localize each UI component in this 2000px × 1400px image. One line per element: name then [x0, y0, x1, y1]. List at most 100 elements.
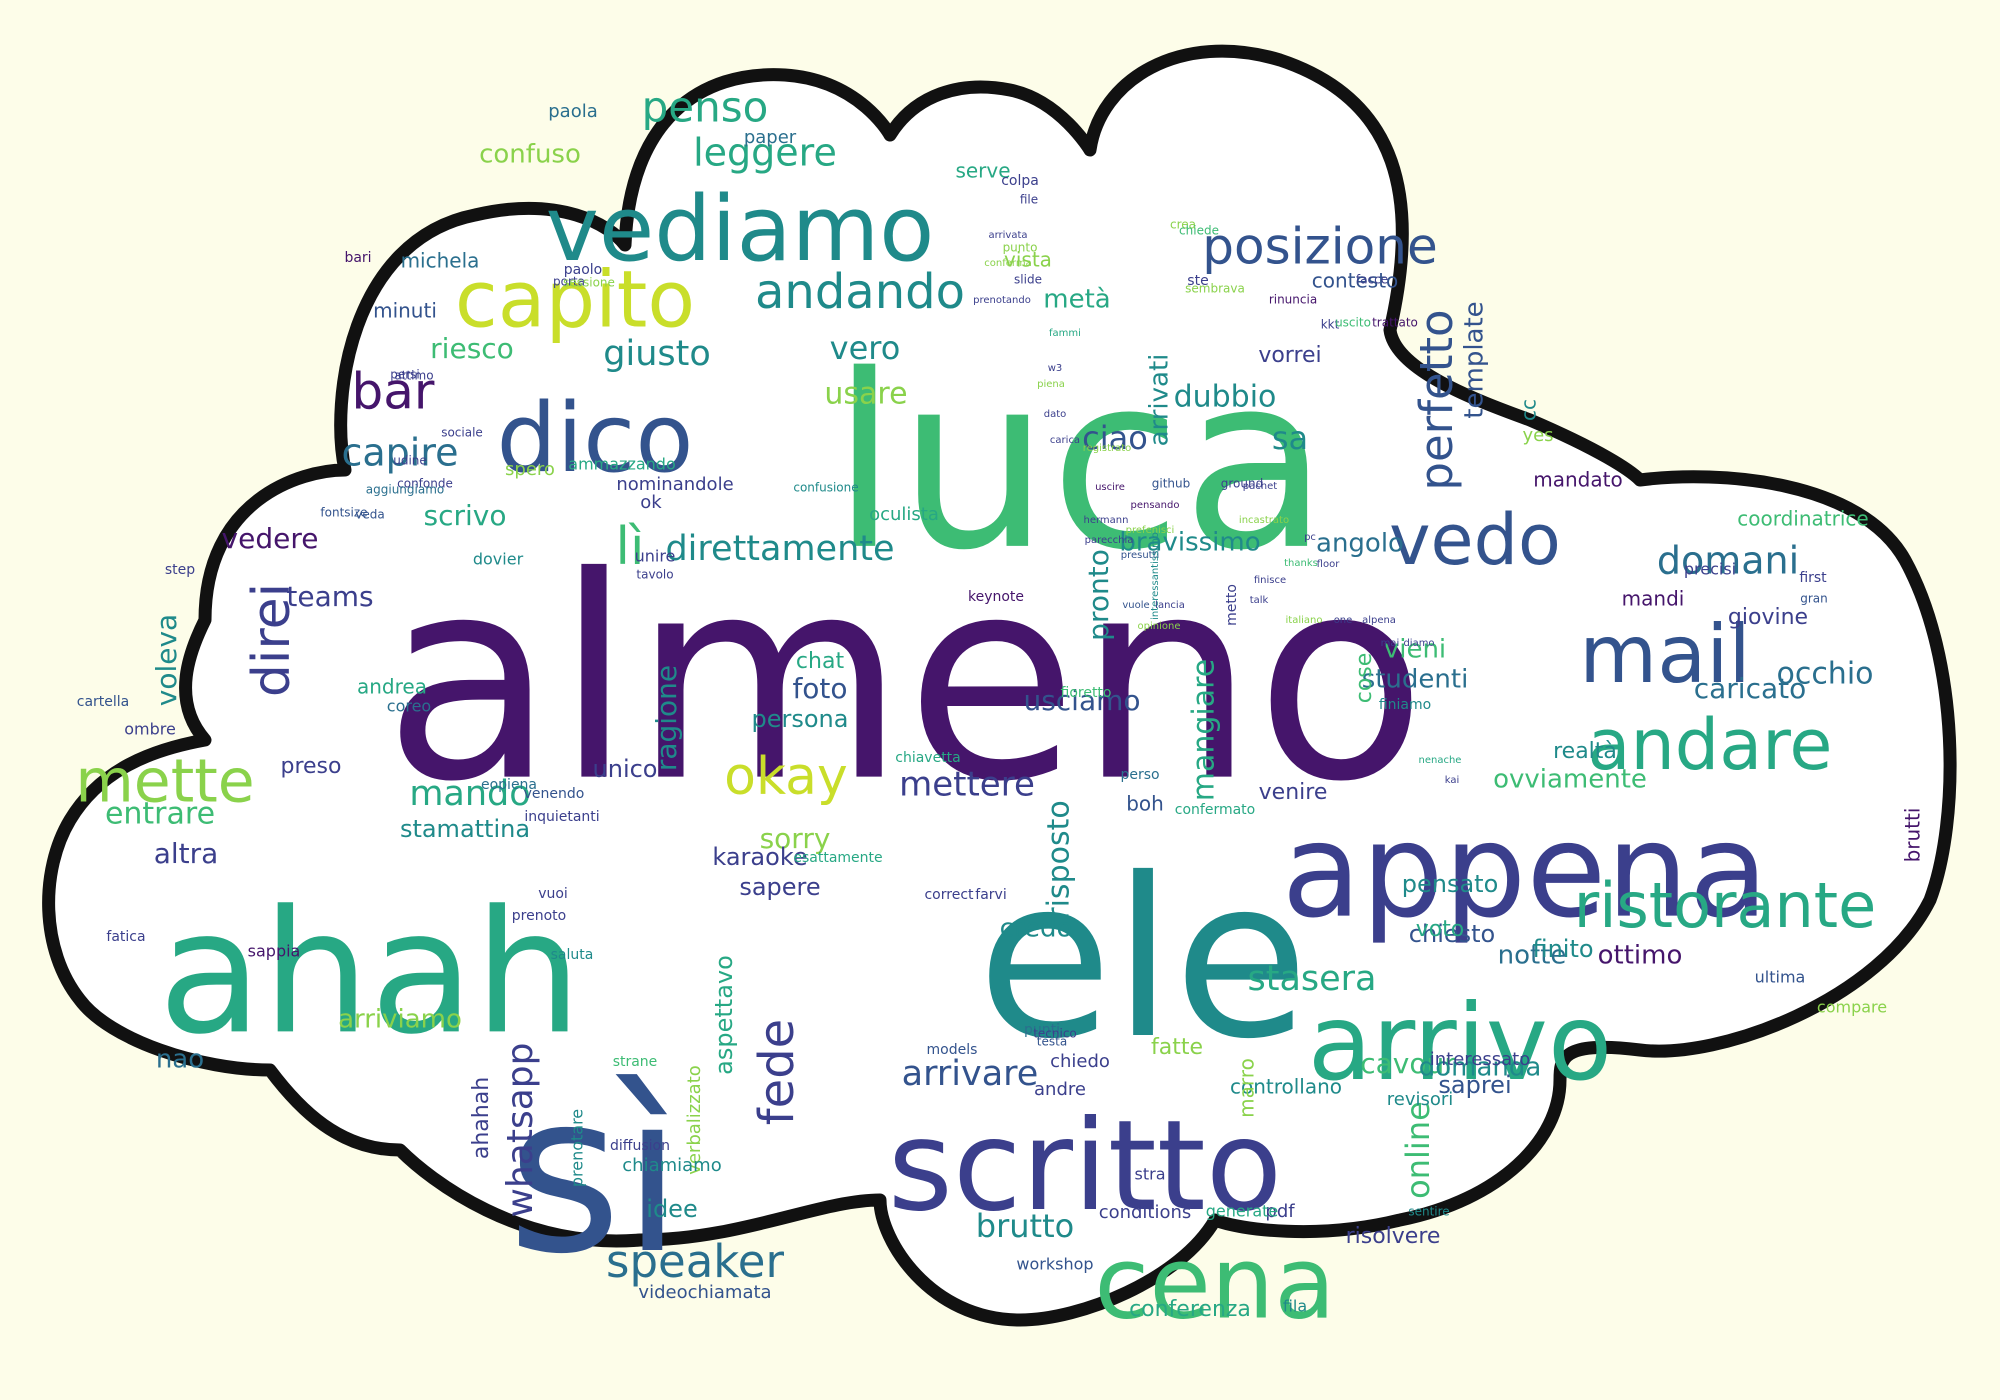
word-arriviamo: arriviamo	[338, 1005, 462, 1035]
word-andando: andando	[755, 264, 965, 320]
word-paper: paper	[744, 127, 797, 148]
word-first: first	[1799, 570, 1827, 586]
word-chiedo: chiedo	[1050, 1051, 1110, 1072]
word-kkt: kkt	[1321, 318, 1340, 332]
word-boh: boh	[1126, 792, 1164, 816]
word-scritto: scritto	[888, 1094, 1282, 1239]
word-slide: slide	[1014, 273, 1042, 287]
word-registrato: registrato	[1083, 443, 1132, 454]
word-diffusion: diffusion	[610, 1138, 670, 1154]
word-chat: chat	[796, 649, 845, 674]
word-yes: yes	[1522, 425, 1553, 446]
word-carica: carica	[1050, 435, 1080, 446]
word-precisi: precisi	[1684, 560, 1736, 579]
word-conditions: conditions	[1099, 1202, 1192, 1223]
word-unico: unico	[593, 755, 658, 783]
word-prenoto: prenoto	[512, 908, 566, 924]
word-online: online	[1399, 1101, 1437, 1199]
word-dubbio: dubbio	[1174, 380, 1277, 415]
word-vedo: vedo	[1389, 499, 1561, 581]
word-fatica: fatica	[106, 929, 145, 945]
word-sembrava: sembrava	[1185, 282, 1245, 296]
word-vedere: vedere	[222, 522, 319, 555]
word-nominandole: nominandole	[616, 474, 733, 495]
word-cc: cc	[1517, 399, 1541, 421]
word-sociale: sociale	[441, 426, 483, 440]
word-punto: punto	[1003, 241, 1038, 255]
word-fede: fede	[749, 1019, 805, 1125]
word-nenache: nenache	[1419, 755, 1462, 766]
word-studenti: studenti	[1362, 665, 1469, 695]
word-chiesto: chiesto	[1409, 920, 1495, 948]
word-ovviamente: ovviamente	[1493, 765, 1647, 795]
word-pc: pc	[1304, 532, 1316, 543]
word-ele: ele	[977, 831, 1309, 1087]
word-rinuncia: rinuncia	[1269, 293, 1317, 307]
word-leggere: leggere	[693, 131, 837, 175]
word-hermann: hermann	[1084, 515, 1129, 526]
word-chiavetta: chiavetta	[895, 750, 961, 766]
word-alpena: alpena	[1362, 615, 1396, 626]
word-strane: strane	[613, 1054, 658, 1070]
word-marro: marro	[1235, 1058, 1259, 1118]
word-teams: teams	[286, 580, 373, 613]
word-brutto: brutto	[976, 1207, 1074, 1245]
word-angolo: angolo	[1316, 529, 1404, 559]
word-parecchia: parecchia	[1085, 535, 1134, 546]
word-pronto: pronto	[1082, 549, 1115, 641]
word-sentire: sentire	[1408, 1205, 1449, 1219]
word-template: template	[1460, 301, 1490, 418]
word-mangiare: mangiare	[1187, 659, 1222, 802]
word-workshop: workshop	[1016, 1255, 1093, 1274]
word-sa: sa	[1272, 419, 1308, 457]
word-oculista: oculista	[869, 504, 939, 525]
word-venendo: venendo	[524, 786, 585, 802]
word-almeno: almeno	[383, 518, 1426, 844]
word-coreo: coreo	[387, 697, 431, 716]
word-notte: notte	[1498, 941, 1567, 971]
word-cartella: cartella	[77, 694, 130, 710]
word-correct: correct	[924, 887, 974, 903]
word-esattamente: esattamente	[793, 850, 882, 866]
word-gran: gran	[1800, 592, 1828, 606]
word-stra: stra	[1135, 1165, 1166, 1184]
word-conferenza: conferenza	[1129, 1297, 1251, 1322]
word-generate: generate	[1206, 1202, 1278, 1221]
word-floor: floor	[1317, 559, 1341, 570]
word-credo: credo	[1000, 914, 1073, 944]
word-idee: idee	[646, 1195, 697, 1223]
word-sapere: sapere	[739, 873, 820, 901]
word-videochiamata: videochiamata	[638, 1282, 771, 1303]
word-trattato: trattato	[1372, 316, 1418, 330]
word-mettere: mettere	[899, 765, 1035, 805]
word-karaoke: karaoke	[712, 843, 807, 871]
word-michela: michela	[401, 249, 480, 273]
word-direi: direi	[242, 583, 302, 697]
word-talk: talk	[1250, 595, 1269, 606]
word-chiede: chiede	[1179, 224, 1219, 238]
word-minuti: minuti	[373, 299, 437, 323]
word-ammazzando: ammazzando	[568, 455, 675, 474]
word-mando: mando	[409, 774, 530, 814]
word-ottimo: ottimo	[1598, 941, 1683, 971]
word-vorrei: vorrei	[1258, 343, 1321, 368]
word-spero: spero	[505, 459, 555, 480]
word-ristorante: ristorante	[1574, 869, 1877, 942]
word-stasera: stasera	[1247, 959, 1376, 999]
word-cavour: cavour	[1360, 1047, 1456, 1080]
word-cose: cose	[1352, 653, 1377, 704]
word-prenotare: prenotare	[568, 1109, 587, 1187]
word-prefenisci: prefenisci	[1126, 525, 1175, 536]
word-sappia: sappia	[248, 942, 301, 961]
word-prenotando: prenotando	[973, 295, 1031, 306]
word-usciamo: usciamo	[1023, 684, 1140, 717]
word-li: lì	[616, 517, 645, 577]
word-appena: appena	[1282, 795, 1769, 947]
word-cena: cena	[1094, 1224, 1335, 1341]
word-ultima: ultima	[1755, 968, 1806, 987]
word-porta: porta	[553, 275, 585, 289]
word-farvi: farvi	[975, 887, 1006, 903]
word-giovine: giovine	[1728, 605, 1808, 630]
word-uscire: uscire	[1095, 482, 1125, 493]
